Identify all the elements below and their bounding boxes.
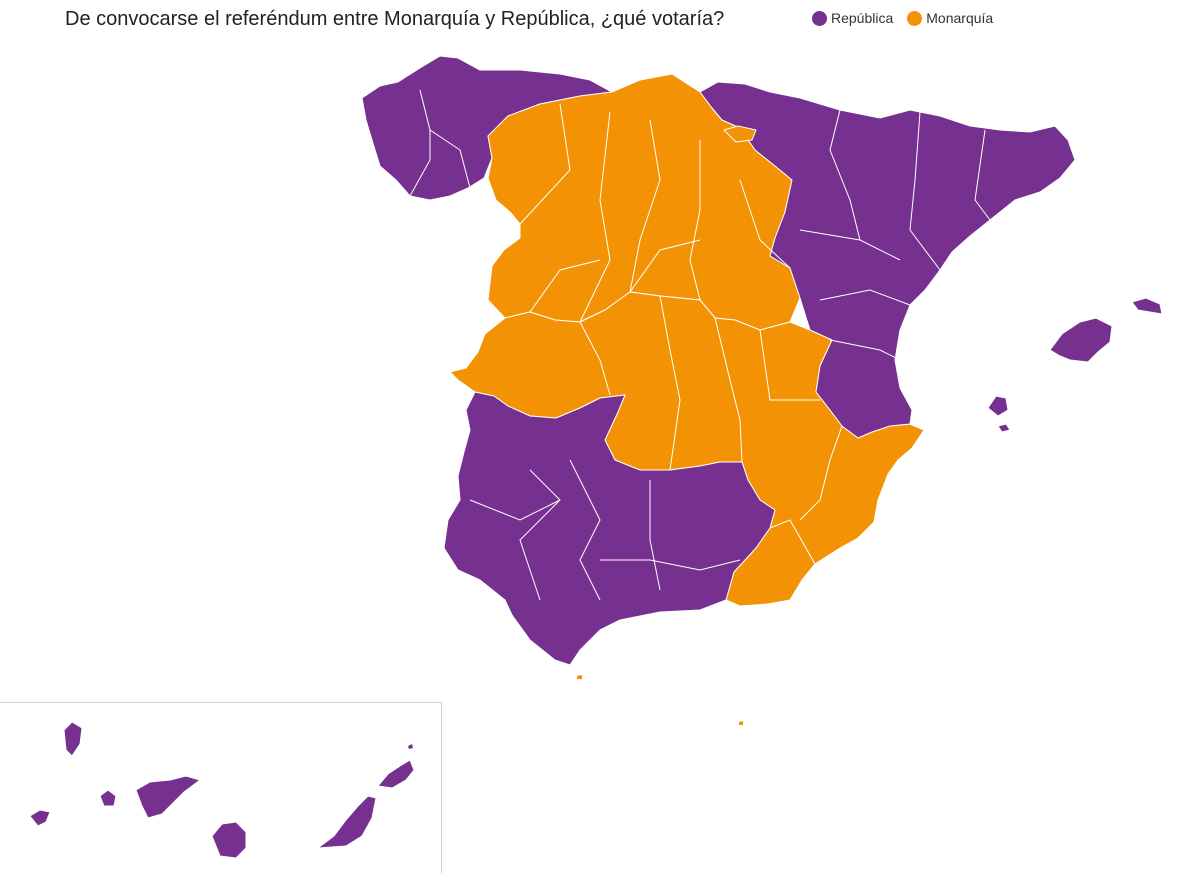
legend-item-monarquia[interactable]: Monarquía bbox=[907, 10, 993, 26]
region-andalucia[interactable] bbox=[443, 391, 776, 666]
legend-label-republica: República bbox=[831, 10, 894, 26]
page-title: De convocarse el referéndum entre Monarq… bbox=[65, 8, 725, 30]
legend-item-republica[interactable]: República bbox=[812, 10, 893, 26]
region-la-gomera[interactable] bbox=[99, 789, 117, 807]
region-mallorca[interactable] bbox=[1049, 317, 1113, 363]
region-ibiza[interactable] bbox=[987, 395, 1009, 417]
region-melilla[interactable] bbox=[739, 721, 743, 725]
region-ceuta[interactable] bbox=[577, 675, 582, 679]
region-lanzarote[interactable] bbox=[377, 759, 415, 789]
region-tenerife[interactable] bbox=[135, 775, 201, 819]
region-formentera[interactable] bbox=[997, 423, 1011, 433]
canary-islands-inset-frame bbox=[0, 702, 442, 873]
region-la-palma[interactable] bbox=[63, 721, 83, 757]
legend: República Monarquía bbox=[812, 10, 993, 26]
region-trevino[interactable] bbox=[723, 125, 757, 143]
region-el-hierro[interactable] bbox=[29, 809, 51, 827]
region-la-graciosa[interactable] bbox=[408, 744, 413, 749]
province-borders bbox=[409, 89, 991, 601]
region-menorca[interactable] bbox=[1131, 297, 1163, 315]
region-gran-canaria[interactable] bbox=[211, 821, 247, 859]
region-fuerteventura[interactable] bbox=[317, 795, 377, 849]
legend-label-monarquia: Monarquía bbox=[926, 10, 994, 26]
legend-swatch-monarquia bbox=[907, 10, 923, 26]
region-aragon-catalonia-valencia[interactable] bbox=[699, 81, 1076, 439]
legend-swatch-republica bbox=[812, 10, 827, 26]
